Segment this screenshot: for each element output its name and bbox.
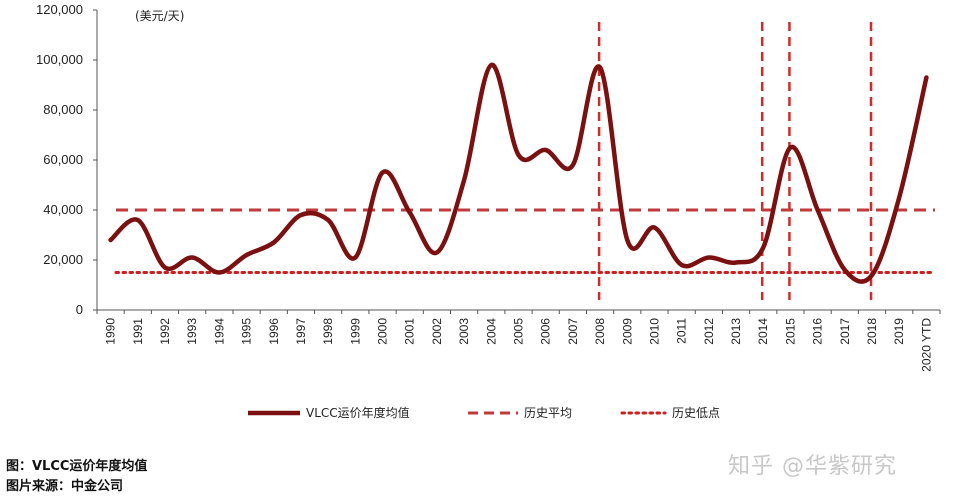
x-tick-label: 2011 [675,318,689,344]
x-tick-label: 1992 [158,318,172,345]
x-tick-label: 2013 [729,318,743,345]
x-tick-label: 2017 [838,318,852,345]
x-tick-label: 2007 [566,318,580,345]
x-tick-label: 1999 [348,318,362,345]
y-axis: 0 20,000 40,000 60,000 80,000 100,000 120,000 [36,2,98,317]
x-tick-label: 2016 [811,318,825,345]
x-tick-label: 2005 [512,318,526,345]
x-tick-label: 2006 [539,318,553,345]
legend-label: 历史低点 [672,406,720,420]
x-tick-label: 1990 [104,318,118,345]
y-tick-label: 80,000 [43,102,83,117]
x-axis: 1990 1991 1992 1993 1994 1995 1996 1997 1998 1999… [96,309,941,372]
x-tick-label: 1998 [321,318,335,345]
x-tick-label: 2000 [376,318,390,345]
legend-label: 历史平均 [524,406,572,420]
x-tick-label: 2014 [756,318,770,345]
series [108,62,929,284]
caption-source: 图片来源：中金公司 [6,479,124,494]
x-tick-label: 2018 [865,318,879,345]
caption-title: 图：VLCC运价年度均值 [6,459,148,474]
vertical-marker-lines [597,22,873,300]
unit-label: (美元/天) [135,9,184,23]
x-tick-label: 2015 [783,318,797,345]
x-tick-label: 2002 [430,318,444,345]
y-tick-label: 20,000 [43,252,83,267]
x-tick-label: 2020 YTD [919,318,933,372]
x-tick-label: 2004 [484,318,498,345]
y-tick-label: 0 [76,302,83,317]
x-tick-label: 1995 [240,318,254,345]
x-tick-label: 1997 [294,318,308,345]
legend-item-low: 历史低点 [620,406,720,420]
x-tick-label: 2008 [593,318,607,345]
x-tick-label: 2003 [457,318,471,345]
y-tick-label: 60,000 [43,152,83,167]
x-tick-label: 2010 [647,318,661,345]
y-tick-label: 100,000 [36,52,83,67]
legend: VLCC运价年度均值 历史平均 历史低点 [248,405,720,420]
x-tick-label: 1993 [185,318,199,345]
reference-lines [114,208,937,274]
x-tick-label: 2009 [620,318,634,345]
x-tick-label: 2001 [403,318,417,345]
x-tick-label: 1991 [131,318,145,345]
chart: 020,00040,00060,00080,000100,000120,000 … [36,2,941,420]
x-tick-label: 1994 [212,318,226,345]
y-tick-label: 40,000 [43,202,83,217]
x-tick-label: 2012 [702,318,716,345]
legend-item-average: 历史平均 [468,406,572,420]
x-tick-label: 1996 [267,318,281,345]
legend-item-vlcc: VLCC运价年度均值 [248,405,410,420]
legend-label: VLCC运价年度均值 [306,405,410,420]
vlcc-series-line [108,62,929,284]
watermark: 知乎 @华紫研究 [728,454,897,479]
y-tick-label: 120,000 [36,2,83,17]
x-tick-label: 2019 [892,318,906,345]
